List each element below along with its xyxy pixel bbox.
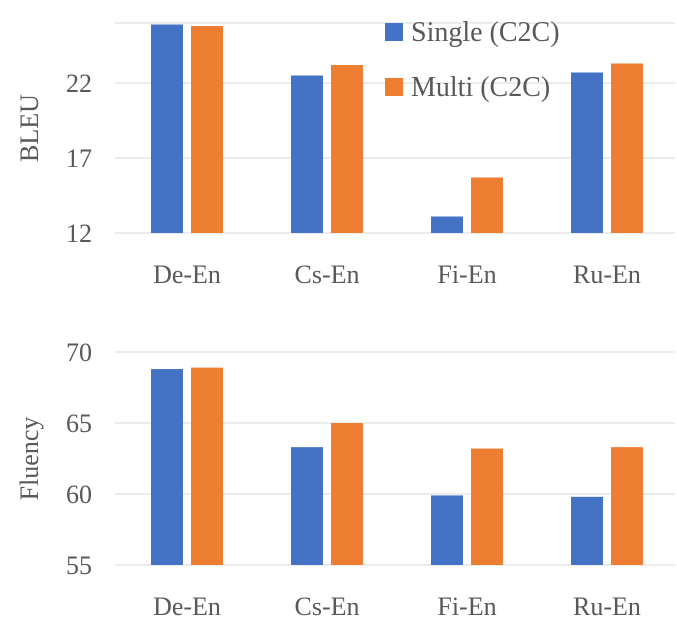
bar-single bbox=[291, 447, 323, 565]
y-axis-title: BLEU bbox=[15, 94, 44, 162]
x-category-label: Cs-En bbox=[295, 260, 360, 289]
bar-single bbox=[571, 72, 603, 233]
y-tick-label: 17 bbox=[66, 144, 92, 173]
x-category-label: Fi-En bbox=[437, 592, 496, 621]
x-category-label: Fi-En bbox=[437, 260, 496, 289]
bar-multi bbox=[471, 177, 503, 233]
legend-label-single: Single (C2C) bbox=[411, 17, 560, 48]
bar-single bbox=[291, 75, 323, 233]
x-category-label: Ru-En bbox=[573, 592, 641, 621]
y-tick-label: 12 bbox=[66, 219, 92, 248]
bar-multi bbox=[191, 367, 223, 565]
y-tick-label: 55 bbox=[66, 551, 92, 580]
bar-multi bbox=[611, 63, 643, 233]
bar-multi bbox=[331, 423, 363, 565]
y-tick-label: 60 bbox=[66, 480, 92, 509]
legend-swatch-single bbox=[385, 23, 403, 41]
bar-single bbox=[571, 496, 603, 565]
bar-single bbox=[431, 216, 463, 233]
bar-multi bbox=[471, 448, 503, 565]
y-tick-label: 70 bbox=[66, 338, 92, 367]
x-category-label: De-En bbox=[153, 592, 221, 621]
x-category-label: De-En bbox=[153, 260, 221, 289]
y-tick-label: 65 bbox=[66, 409, 92, 438]
x-category-label: Ru-En bbox=[573, 260, 641, 289]
legend-swatch-multi bbox=[385, 78, 403, 96]
bar-multi bbox=[331, 65, 363, 233]
y-tick-label: 22 bbox=[66, 69, 92, 98]
bar-single bbox=[431, 495, 463, 565]
bar-single bbox=[151, 369, 183, 565]
y-axis-title: Fluency bbox=[15, 417, 44, 501]
bar-multi bbox=[191, 26, 223, 233]
legend-label-multi: Multi (C2C) bbox=[411, 72, 550, 103]
x-category-label: Cs-En bbox=[295, 592, 360, 621]
bar-multi bbox=[611, 447, 643, 565]
bar-single bbox=[151, 24, 183, 233]
